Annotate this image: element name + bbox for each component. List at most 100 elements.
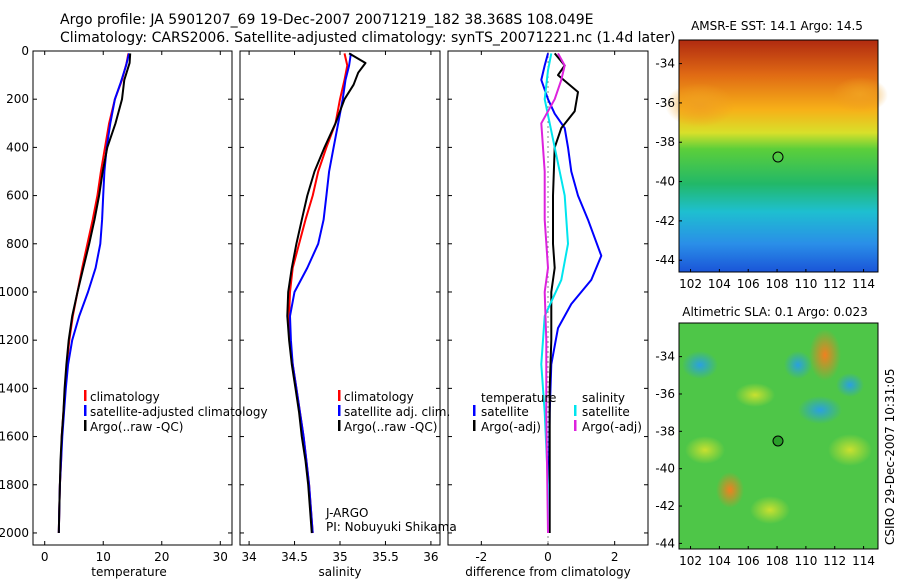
sst-warm-patch: [665, 83, 735, 127]
legend-swatch-satellite: [84, 405, 87, 416]
series-line-satellite-adj-clim: [289, 53, 352, 534]
legend-group-title: salinity: [582, 391, 625, 405]
y-tick-label: 1400: [0, 381, 29, 395]
y-tick-label: 600: [6, 189, 29, 203]
series-line-salinity-argo-adj: [540, 52, 566, 534]
x-tick-label: 35.5: [372, 550, 399, 564]
sla-mid-anomaly: [828, 434, 872, 466]
map-y-tick-label: -40: [655, 175, 675, 189]
legend-label: Argo(-adj): [582, 420, 642, 434]
sla-map: [678, 322, 879, 550]
temperature-legend: climatology satellite-adjusted climatolo…: [84, 390, 268, 434]
y-tick-label: 800: [6, 237, 29, 251]
legend-label: climatology: [90, 390, 160, 404]
legend-label: satellite: [481, 405, 529, 419]
y-tick-label: 2000: [0, 526, 29, 540]
header-line-1: Argo profile: JA 5901207_69 19-Dec-2007 …: [60, 12, 593, 28]
x-tick-label: 2: [611, 550, 619, 564]
series-group: [540, 52, 603, 534]
legend-label: Argo(..raw -QC): [90, 420, 183, 434]
map-y-tick-label: -40: [655, 462, 675, 476]
x-tick-label: 0: [41, 550, 49, 564]
temperature-panel-frame: [32, 50, 233, 546]
sla-low-anomaly: [836, 373, 864, 397]
sst-map-title: AMSR-E SST: 14.1 Argo: 14.5: [691, 19, 863, 33]
legend-swatch-sal-argo: [574, 420, 577, 431]
legend-swatch-temp-argo: [473, 420, 476, 431]
argo-location-marker: [772, 151, 784, 163]
y-tick-label: 200: [6, 92, 29, 106]
sst-map-frame: [678, 39, 879, 273]
legend-swatch-satellite: [338, 405, 341, 416]
salinity-legend: climatology satellite adj. clim. Argo(..…: [338, 390, 450, 434]
temperature-xlabel: temperature: [91, 565, 166, 579]
sla-mid-anomaly: [750, 496, 790, 524]
sla-map-frame: [678, 322, 879, 550]
map-x-tick-label: 104: [708, 277, 731, 291]
map-y-tick-label: -44: [655, 253, 675, 267]
map-x-tick-label: 110: [794, 277, 817, 291]
series-line-argo-raw-qc: [57, 53, 132, 534]
legend-label: satellite-adjusted climatology: [90, 405, 268, 419]
sla-low-anomaly: [682, 351, 718, 379]
legend-swatch-temp-satellite: [473, 405, 476, 416]
map-y-tick-label: -42: [655, 499, 675, 513]
salinity-panel-frame: [239, 50, 441, 546]
series-line-argo-raw-qc: [286, 52, 367, 534]
sla-map-axes: 102 104 106 108 110 112 114 -34 -36 -38 -40 -42 -44: [655, 350, 875, 568]
map-y-tick-label: -38: [655, 135, 675, 149]
legend-label: Argo(-adj): [481, 420, 541, 434]
legend-label: Argo(..raw -QC): [344, 420, 437, 434]
map-x-tick-label: 112: [823, 554, 846, 568]
map-y-tick-label: -36: [655, 96, 675, 110]
sst-warm-patch: [832, 77, 888, 113]
map-x-tick-label: 108: [766, 554, 789, 568]
map-x-tick-label: 110: [794, 554, 817, 568]
sla-high-anomaly: [716, 472, 744, 508]
legend-label: climatology: [344, 390, 414, 404]
series-line-satellite-adjusted-climatology: [57, 53, 130, 534]
map-x-tick-label: 102: [679, 554, 702, 568]
series-group: [286, 52, 367, 534]
series-line-salinity-satellite: [540, 53, 569, 533]
map-x-tick-label: 114: [852, 277, 875, 291]
map-x-tick-label: 114: [852, 554, 875, 568]
argo-location-marker: [772, 435, 784, 447]
x-tick-label: 30: [213, 550, 228, 564]
sst-field: [679, 40, 878, 272]
legend-swatch-argo: [338, 420, 341, 431]
jargo-annotation: J-ARGO: [325, 506, 368, 520]
map-x-tick-label: 108: [766, 277, 789, 291]
x-tick-label: -2: [475, 550, 487, 564]
map-x-tick-label: 106: [737, 554, 760, 568]
legend-label: satellite adj. clim.: [344, 405, 450, 419]
sst-map-axes: 102 104 106 108 110 112 114 -34 -36 -38 -40 -42 -44: [655, 57, 875, 291]
pi-annotation: PI: Nobuyuki Shikama: [326, 520, 457, 534]
difference-plot: -2 0 2: [448, 50, 648, 564]
map-x-tick-label: 102: [679, 277, 702, 291]
map-x-tick-label: 104: [708, 554, 731, 568]
y-tick-label: 0: [21, 44, 29, 58]
x-tick-label: 34.5: [281, 550, 308, 564]
y-tick-label: 1200: [0, 333, 29, 347]
x-tick-label: 0: [544, 550, 552, 564]
map-y-tick-label: -34: [655, 57, 675, 71]
series-group: [57, 53, 132, 534]
y-tick-label: 400: [6, 140, 29, 154]
x-tick-label: 35: [332, 550, 347, 564]
sla-map-title: Altimetric SLA: 0.1 Argo: 0.023: [682, 305, 867, 319]
legend-group-title: temperature: [481, 391, 556, 405]
map-y-tick-label: -34: [655, 350, 675, 364]
y-tick-label: 1000: [0, 285, 29, 299]
salinity-xlabel: salinity: [318, 565, 361, 579]
series-line-climatology: [57, 53, 130, 534]
salinity-plot: 34 34.5 35 35.5 36: [240, 50, 440, 564]
sla-mid-anomaly: [685, 436, 725, 464]
x-tick-label: 20: [154, 550, 169, 564]
difference-legend: temperature satellite Argo(-adj) salinit…: [473, 391, 642, 434]
series-line-temperature-argo-adj: [548, 52, 579, 533]
difference-xlabel: difference from climatology: [465, 565, 631, 579]
legend-label: satellite: [582, 405, 630, 419]
y-tick-label: 1600: [0, 430, 29, 444]
